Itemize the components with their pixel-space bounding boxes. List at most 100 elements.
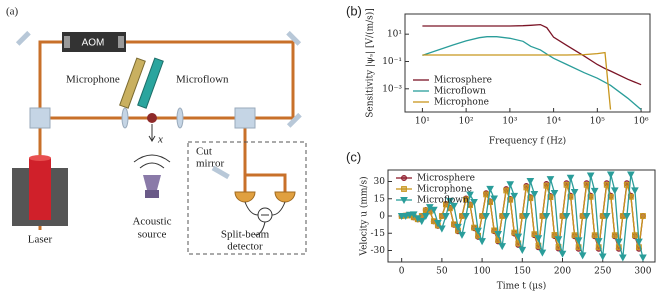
marker [611, 232, 618, 239]
marker [531, 231, 538, 238]
detector-label: Split-beam [221, 229, 270, 241]
marker [602, 213, 611, 221]
aom-label: AOM [82, 38, 105, 49]
beam-splitter [29, 107, 51, 129]
marker [491, 227, 498, 234]
speaker [145, 190, 159, 198]
marker [429, 206, 438, 214]
marker [554, 236, 563, 244]
x-tick-label: 10⁶ [634, 117, 649, 127]
marker [498, 243, 507, 251]
marker [631, 232, 638, 239]
marker [400, 197, 408, 205]
laser-top [29, 155, 51, 161]
x-axis-label: Frequency f (Hz) [489, 136, 566, 147]
marker [538, 249, 547, 257]
source-label: Acoustic [132, 216, 171, 228]
cut-mirror-label: mirror [196, 158, 224, 170]
marker [558, 250, 567, 258]
marker [631, 187, 639, 195]
marker [474, 227, 482, 235]
panel-label: (c) [346, 149, 361, 164]
sound-waves [133, 154, 171, 169]
y-axis-label: Sensitivity |ψₛ| [V/(m/s)] [365, 8, 376, 118]
detector-box [187, 141, 307, 255]
marker [610, 187, 619, 195]
marker [543, 182, 550, 189]
marker [526, 178, 535, 186]
x-tick-label: 10¹ [415, 117, 430, 127]
marker [503, 187, 510, 194]
marker [635, 238, 643, 246]
plot-frame [404, 13, 651, 113]
x-tick-label: 10⁴ [546, 117, 561, 127]
aom-end [118, 36, 124, 48]
marker [442, 213, 450, 221]
marker [401, 213, 410, 221]
marker [471, 224, 477, 231]
series-line [422, 23, 642, 86]
marker [494, 231, 503, 239]
microphone-probe [119, 57, 146, 109]
marker [562, 213, 571, 221]
marker [570, 188, 579, 197]
marker [483, 191, 490, 198]
laser [29, 158, 51, 220]
x-tick-label: 50 [436, 267, 448, 277]
x-tick-label: 10³ [502, 117, 517, 127]
marker [486, 185, 494, 193]
x-axis-label: Time t (µs) [497, 281, 547, 292]
panel-label: (b) [346, 3, 362, 18]
detector-label: detector [227, 241, 263, 253]
marker [623, 181, 630, 188]
mirror [286, 30, 302, 46]
marker [603, 181, 610, 188]
beam [38, 40, 295, 230]
series-line [422, 51, 612, 110]
marker [514, 233, 523, 241]
mirror [286, 112, 302, 128]
marker [450, 202, 458, 210]
x-label: x [157, 134, 163, 146]
lens [121, 107, 129, 129]
setup-diagram: (a) AOM Microphone Microflown x Acoustic… [6, 6, 307, 255]
microsphere [147, 113, 157, 123]
marker [409, 211, 418, 219]
legend-label: Microphone [434, 98, 489, 108]
x-tick-label: 10⁵ [590, 117, 605, 127]
marker [598, 253, 607, 261]
marker [594, 238, 603, 246]
y-tick-label: 10⁻³ [382, 84, 402, 94]
cut-mirror [211, 165, 230, 180]
marker [542, 213, 551, 221]
marker [571, 232, 578, 239]
marker [614, 238, 623, 246]
marker [506, 181, 515, 189]
marker [482, 213, 490, 221]
marker [551, 232, 558, 238]
series-line [422, 36, 642, 111]
microphone-label: Microphone [66, 74, 120, 86]
marker [401, 175, 407, 181]
x-tick-label: 100 [473, 267, 490, 277]
y-tick-label: -30 [371, 246, 386, 256]
laser-label: Laser [28, 234, 53, 246]
speaker [143, 175, 161, 190]
marker [618, 254, 627, 262]
x-tick-label: 200 [554, 267, 571, 277]
legend-label: Microflown [417, 196, 469, 206]
marker [454, 223, 462, 231]
y-tick-label: -15 [371, 229, 386, 239]
marker [518, 246, 527, 254]
source-label: source [138, 229, 167, 241]
marker [550, 190, 559, 198]
marker [463, 196, 469, 203]
wire [244, 201, 286, 236]
marker [530, 191, 539, 199]
y-tick-label: 10¹ [387, 30, 402, 40]
y-tick-label: 30 [374, 177, 386, 187]
marker [417, 218, 426, 226]
beam [243, 118, 287, 192]
cut-mirror-label: Cut [196, 146, 212, 158]
marker [511, 229, 518, 236]
